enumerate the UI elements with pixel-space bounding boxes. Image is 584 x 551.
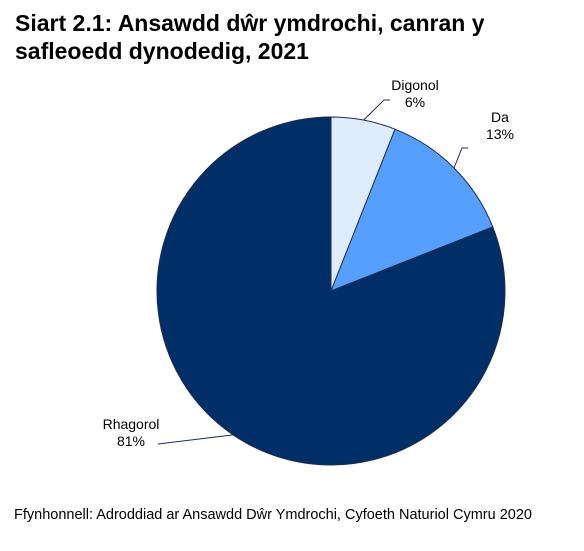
slice-value-da: 13% — [486, 126, 514, 142]
source-note: Ffynhonnell: Adroddiad ar Ansawdd Dŵr Ym… — [14, 507, 532, 523]
pie-slice-da — [330, 128, 494, 292]
pie-slice-rhagorol — [156, 116, 506, 466]
slice-label-rhagorol: Rhagorol — [103, 416, 160, 432]
leader-line-rhagorol — [157, 434, 234, 445]
leader-line-da — [453, 147, 468, 169]
chart-title: Siart 2.1: Ansawdd dŵr ymdrochi, canran … — [15, 10, 485, 64]
slice-value-digonol: 6% — [405, 94, 425, 110]
slice-value-rhagorol: 81% — [117, 433, 145, 449]
label-leader-lines — [157, 99, 468, 445]
leader-line-digonol — [363, 99, 390, 121]
slice-label-da: Da — [491, 109, 509, 125]
pie-slices — [156, 116, 506, 466]
slice-label-digonol: Digonol — [391, 77, 438, 93]
